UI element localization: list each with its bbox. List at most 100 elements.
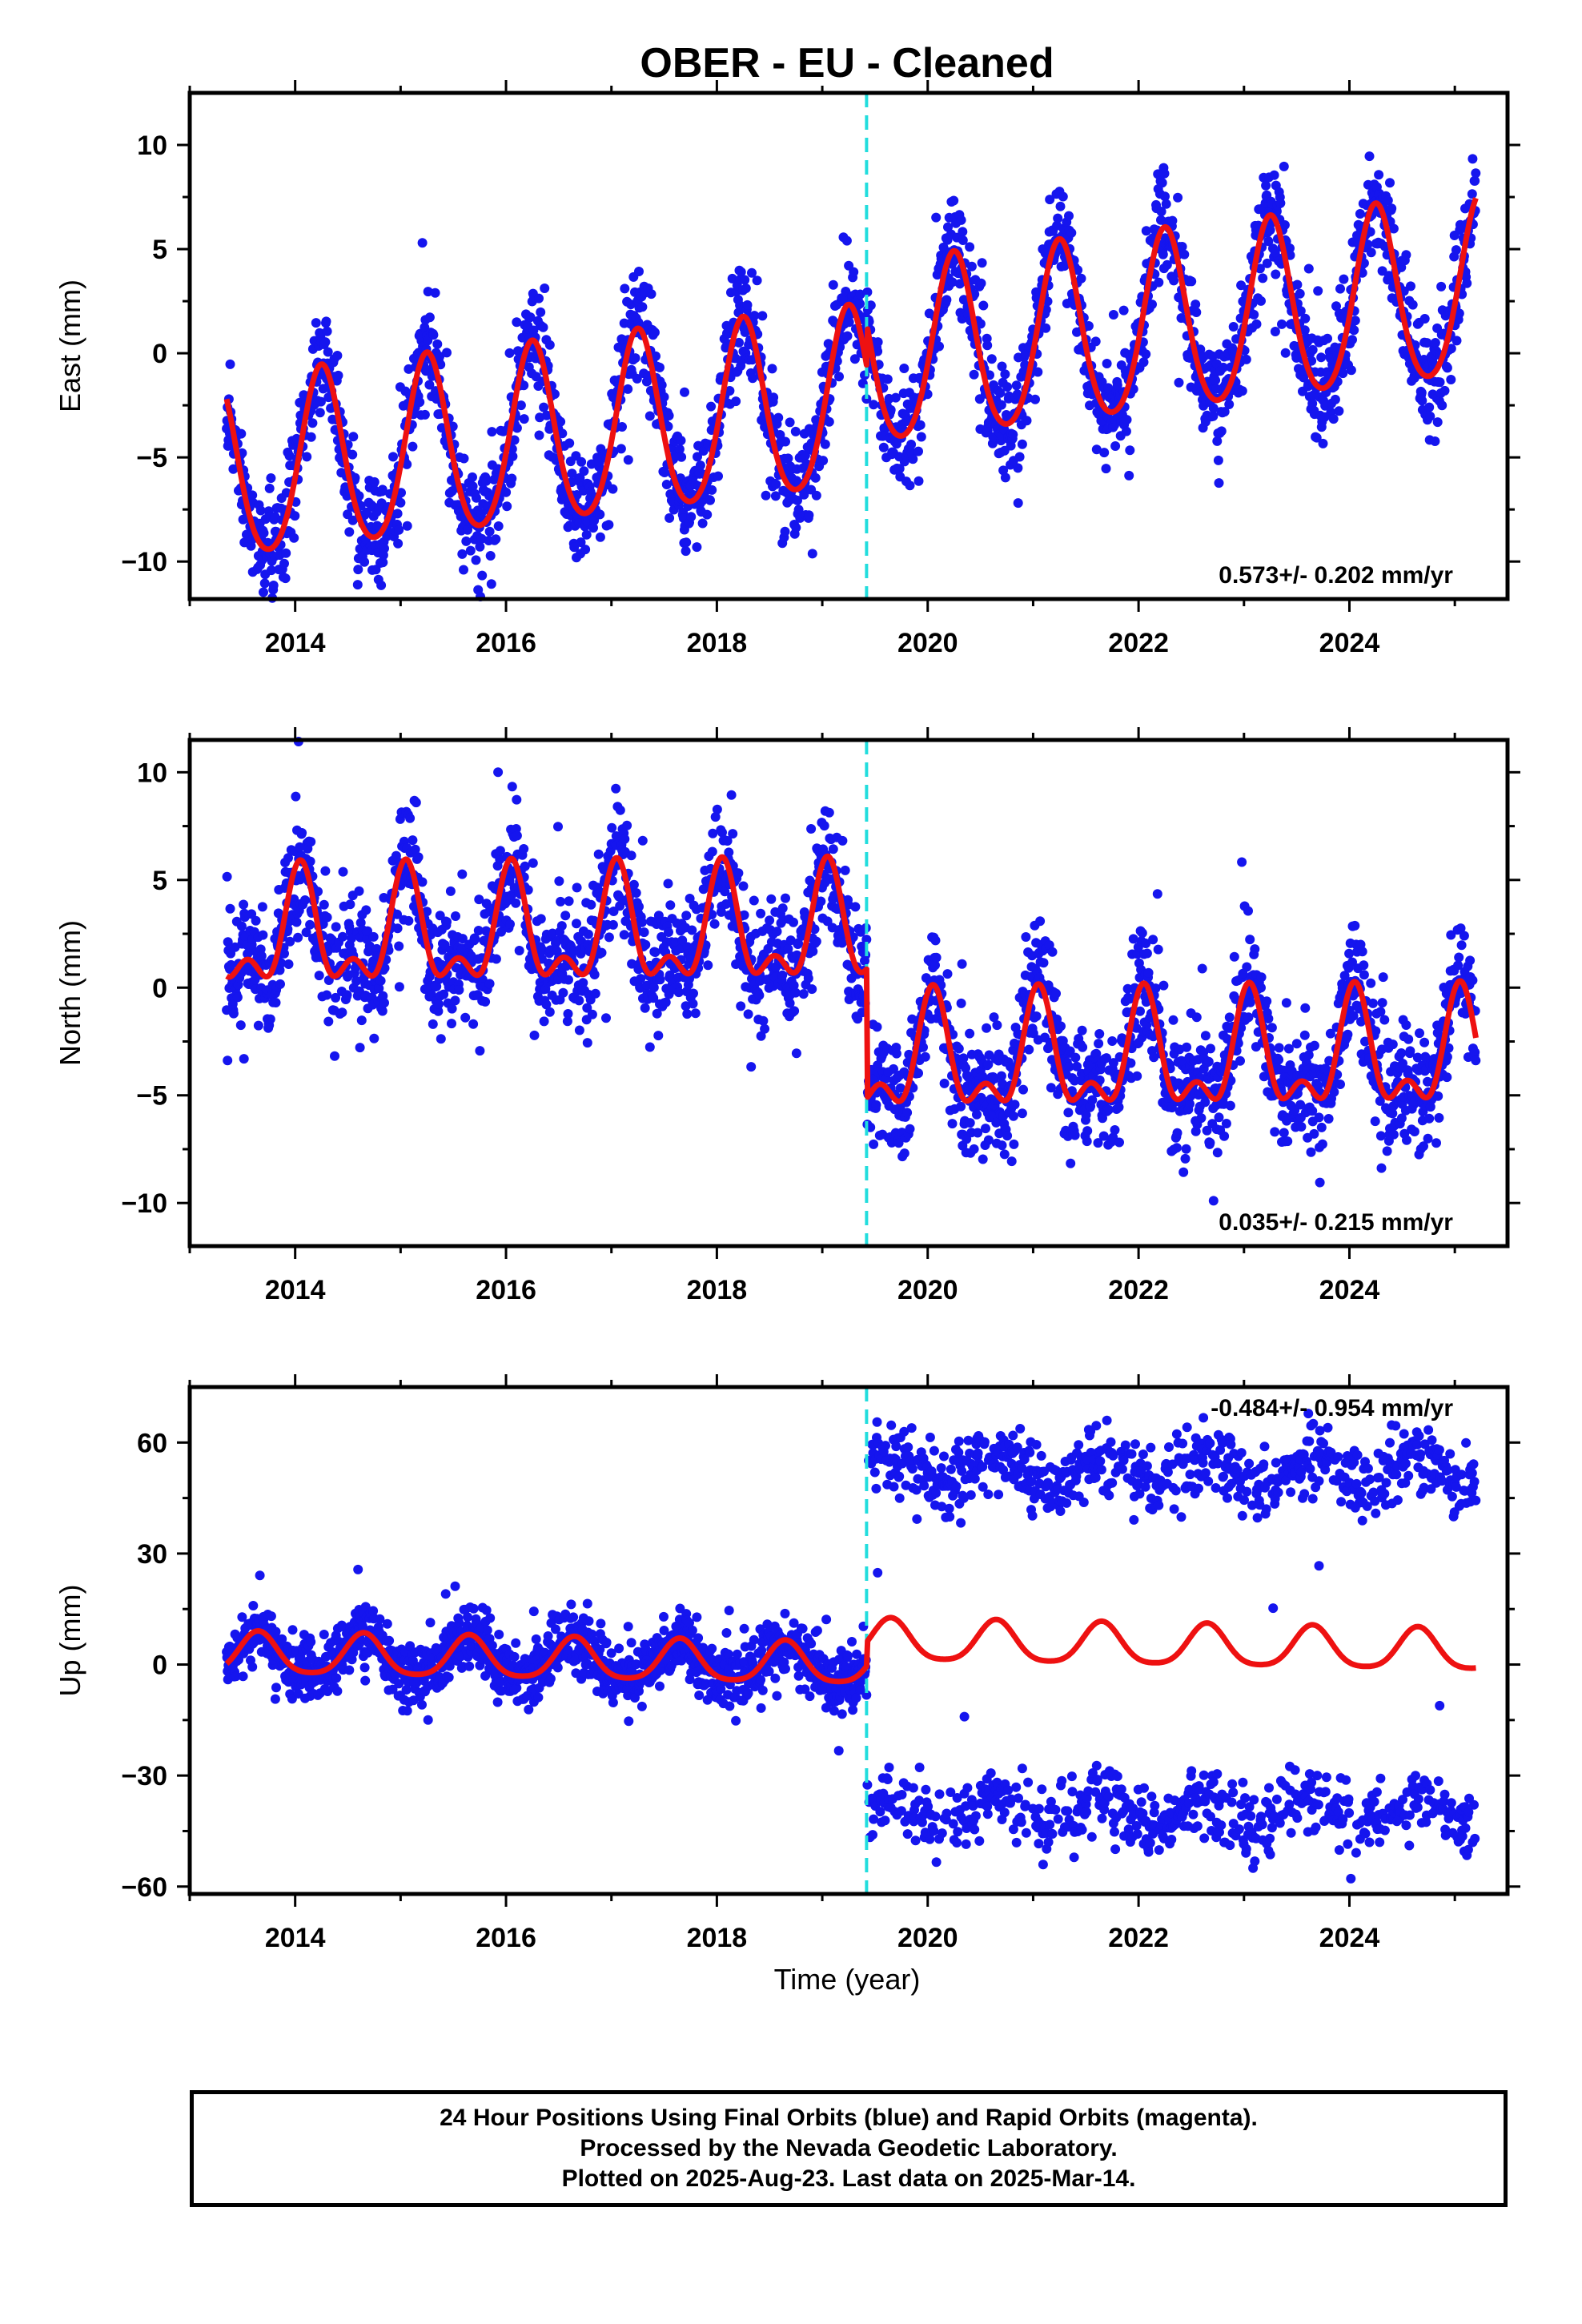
east-data-point [1228, 322, 1239, 332]
north-data-point [872, 1022, 882, 1032]
east-data-point [347, 449, 358, 460]
east-data-point [1451, 245, 1461, 255]
east-data-point [1169, 275, 1179, 286]
east-data-point [1407, 300, 1418, 310]
east-data-point [1066, 227, 1077, 238]
north-data-point [1235, 1055, 1245, 1066]
north-data-point [628, 879, 639, 890]
north-data-point [519, 844, 529, 854]
east-data-point [740, 275, 750, 285]
north-data-point [338, 931, 347, 942]
east-data-point [378, 557, 388, 568]
north-data-point [1212, 1148, 1223, 1158]
east-data-point [1435, 377, 1445, 388]
north-data-point [331, 922, 341, 932]
north-data-point [840, 865, 850, 875]
east-data-point [1366, 247, 1376, 258]
east-data-point [1256, 296, 1266, 306]
north-data-point [1153, 944, 1163, 955]
east-data-point [442, 348, 452, 358]
east-data-point [692, 542, 702, 553]
north-data-point [322, 990, 332, 1000]
north-data-point [342, 990, 352, 1000]
north-data-point [222, 871, 232, 882]
east-data-point [484, 526, 495, 537]
north-data-point [1002, 1131, 1013, 1141]
east-rate-annotation: 0.573+/- 0.202 mm/yr [1219, 562, 1453, 589]
east-data-point [661, 480, 672, 489]
north-data-point [997, 1140, 1007, 1151]
north-data-point [1283, 1043, 1294, 1054]
east-data-point [1058, 191, 1068, 202]
east-data-point [982, 340, 993, 351]
north-data-point [869, 1139, 879, 1149]
east-data-point [1437, 400, 1447, 411]
east-data-point [663, 421, 673, 432]
east-data-point [734, 337, 744, 348]
east-data-point [707, 485, 717, 495]
east-data-point [486, 579, 496, 589]
north-data-point [1168, 1015, 1178, 1025]
east-data-point [1430, 436, 1440, 446]
east-data-point [1401, 250, 1411, 260]
north-data-point [1250, 944, 1260, 955]
east-data-point [916, 432, 926, 442]
north-data-point [803, 973, 813, 983]
east-data-point [508, 451, 518, 461]
east-data-point [1014, 452, 1025, 462]
north-data-point [687, 925, 697, 935]
east-data-point [706, 401, 717, 412]
north-data-point [1047, 947, 1058, 957]
north-data-point [1219, 1131, 1230, 1141]
north-data-point [1382, 1146, 1392, 1156]
north-data-point [1114, 1102, 1124, 1112]
east-data-point [487, 427, 497, 437]
east-data-point [504, 348, 515, 358]
east-data-point [394, 525, 404, 535]
north-data-point [777, 903, 788, 914]
east-data-point [966, 261, 977, 271]
north-data-point [354, 886, 364, 896]
north-data-point [653, 1031, 664, 1041]
north-data-point [470, 934, 480, 944]
east-data-point [761, 490, 771, 501]
east-data-point [430, 287, 440, 298]
east-data-point [311, 318, 321, 328]
east-data-point [608, 484, 618, 494]
north-data-point [981, 1124, 990, 1134]
north-data-point [899, 1148, 909, 1159]
east-data-point [934, 341, 944, 352]
east-data-point [509, 435, 520, 445]
north-data-point [428, 1019, 438, 1029]
north-data-point [1035, 916, 1046, 927]
east-data-point [259, 578, 270, 589]
east-data-point [402, 521, 412, 531]
north-data-point [1031, 1011, 1042, 1021]
north-data-point [663, 879, 673, 889]
east-data-point [1307, 344, 1318, 355]
north-data-point [375, 975, 386, 986]
east-x-tick-label: 2014 [265, 628, 326, 658]
north-data-point [772, 927, 782, 937]
north-data-point [300, 895, 310, 905]
north-data-point [1126, 1058, 1136, 1068]
east-data-point [834, 372, 844, 382]
east-data-point [681, 546, 691, 557]
north-data-point [749, 895, 759, 906]
east-data-point [958, 227, 968, 237]
east-data-point [1442, 363, 1452, 373]
east-data-point [1055, 201, 1066, 211]
east-data-point [289, 533, 299, 543]
east-data-point [435, 352, 445, 361]
north-data-point [615, 805, 625, 815]
east-data-point [1270, 327, 1280, 336]
east-data-point [352, 580, 363, 590]
north-data-point [913, 1068, 923, 1079]
east-data-point [1216, 426, 1227, 436]
east-data-point [1430, 338, 1440, 348]
north-data-point [271, 998, 281, 1007]
east-data-point [1011, 380, 1022, 391]
east-data-point [623, 384, 633, 394]
east-data-point [1013, 498, 1023, 509]
